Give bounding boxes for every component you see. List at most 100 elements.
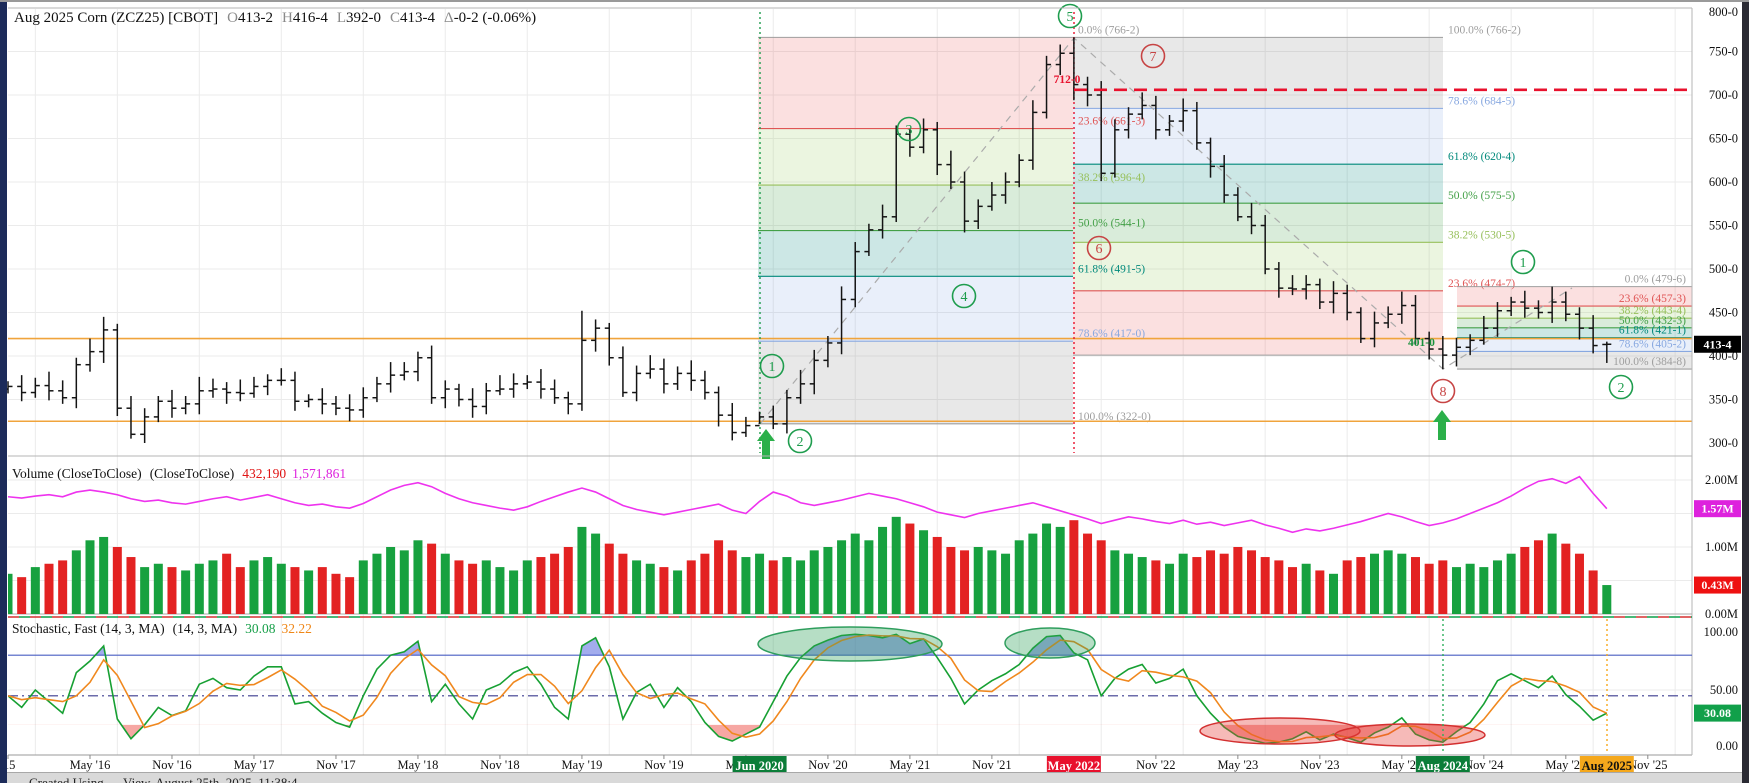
fib-level-label: 23.6% (474-7) bbox=[1448, 278, 1515, 290]
svg-text:2.00M: 2.00M bbox=[1705, 473, 1738, 487]
red-highlight-ellipse bbox=[1334, 723, 1486, 747]
elliott-wave-labels bbox=[759, 3, 1634, 454]
fib-level-label: 23.6% (457-3) bbox=[1619, 293, 1686, 305]
svg-text:0.43M: 0.43M bbox=[1701, 578, 1733, 592]
svg-text:Aug 2024: Aug 2024 bbox=[1418, 759, 1469, 773]
wave-number: 2 bbox=[1618, 381, 1625, 396]
svg-text:0.00: 0.00 bbox=[1716, 739, 1738, 753]
wave-number: 2 bbox=[797, 435, 804, 450]
open-interest-line bbox=[8, 475, 1608, 534]
low-label: L bbox=[336, 10, 347, 26]
time-axis-label: May '23 bbox=[1217, 758, 1258, 772]
green-highlight-ellipse bbox=[1004, 627, 1096, 659]
wave-number: 8 bbox=[1440, 385, 1447, 400]
time-axis-label: May '25 bbox=[1545, 758, 1586, 772]
fib-level-label: 50.0% (432-3) bbox=[1619, 315, 1686, 327]
buy-arrow-icon bbox=[1433, 410, 1451, 440]
svg-text:650-0: 650-0 bbox=[1709, 132, 1738, 146]
stochastic-d-value: 32.22 bbox=[281, 621, 312, 636]
wave-number: 5 bbox=[1067, 10, 1074, 25]
fib-level-label: 100.0% (322-0) bbox=[1078, 411, 1151, 423]
svg-text:0.00M: 0.00M bbox=[1705, 607, 1738, 621]
fib-set-2 bbox=[1073, 37, 1443, 356]
fib-level-label: 78.6% (417-0) bbox=[1078, 328, 1145, 340]
time-axis-label: Nov '19 bbox=[644, 758, 683, 772]
time-axis-tag bbox=[1579, 756, 1634, 775]
time-axis-label: May '16 bbox=[70, 758, 111, 772]
open-value: 413-2 bbox=[238, 10, 273, 26]
fib-set-3 bbox=[1457, 286, 1692, 370]
svg-text:450-0: 450-0 bbox=[1709, 306, 1738, 320]
wave-number: 4 bbox=[961, 290, 968, 305]
svg-text:550-0: 550-0 bbox=[1709, 219, 1738, 233]
svg-text:700-0: 700-0 bbox=[1709, 88, 1738, 102]
time-axis-label: Nov '25 bbox=[1628, 758, 1667, 772]
svg-text:May 2022: May 2022 bbox=[1048, 759, 1100, 773]
close-value: 413-4 bbox=[400, 10, 436, 26]
window-top-border bbox=[0, 0, 1749, 2]
fib-level-label: 38.2% (443-4) bbox=[1619, 305, 1686, 317]
fib-level-label: 100.0% (384-8) bbox=[1613, 356, 1686, 368]
fib-level-label: 50.0% (575-5) bbox=[1448, 190, 1515, 202]
high-value: 416-4 bbox=[292, 10, 328, 26]
wave-number: 6 bbox=[1096, 242, 1103, 257]
instrument-name: Aug 2025 Corn (ZCZ25) [CBOT] bbox=[14, 10, 219, 26]
volume-study-subtitle: (CloseToClose) bbox=[149, 466, 235, 481]
red-highlight-ellipse bbox=[1199, 717, 1361, 745]
stochastic-study-subtitle: (14, 3, MA) bbox=[172, 621, 238, 636]
status-bar: Created Using … View, August 25th, 2025,… bbox=[7, 772, 1742, 783]
time-axis-tag bbox=[1415, 756, 1470, 775]
volume-study-title: Volume (CloseToClose) bbox=[12, 466, 142, 481]
green-highlight-ellipse bbox=[757, 626, 943, 662]
fib-level-label: 61.8% (491-5) bbox=[1078, 263, 1145, 275]
fib-level-label: 0.0% (766-2) bbox=[1078, 24, 1139, 36]
fibonacci-retracements bbox=[758, 37, 1692, 424]
svg-text:50.00: 50.00 bbox=[1710, 683, 1738, 697]
open-interest-value: 1,571,861 bbox=[292, 466, 347, 481]
fib-level-label: 38.2% (530-5) bbox=[1448, 229, 1515, 241]
wave-number: 3 bbox=[906, 123, 913, 138]
wave-number: 1 bbox=[769, 360, 776, 375]
time-axis-label: May '21 bbox=[889, 758, 930, 772]
time-axis-tag bbox=[732, 756, 787, 775]
stochastic-pane-header: Stochastic, Fast (14, 3, MA) (14, 3, MA) 3… bbox=[12, 621, 312, 637]
open-label: O bbox=[227, 10, 238, 26]
time-axis-label: Nov '24 bbox=[1464, 758, 1504, 772]
window-left-border bbox=[0, 0, 7, 783]
time-axis-label: May '19 bbox=[562, 758, 603, 772]
wave-number: 7 bbox=[1150, 50, 1157, 65]
fib-level-label: 78.6% (684-5) bbox=[1448, 95, 1515, 107]
change-label: Δ bbox=[444, 10, 454, 26]
time-axis-label: Nov '21 bbox=[972, 758, 1011, 772]
time-axis-label: May '17 bbox=[234, 758, 275, 772]
change-value: -0-2 (-0.06%) bbox=[453, 10, 537, 26]
instrument-title: Aug 2025 Corn (ZCZ25) [CBOT] O413-2 H416-4… bbox=[14, 10, 536, 27]
fib-level-label: 78.6% (405-2) bbox=[1619, 338, 1686, 350]
low-value: 392-0 bbox=[346, 10, 382, 26]
svg-text:800-0: 800-0 bbox=[1709, 5, 1738, 19]
svg-text:1.00M: 1.00M bbox=[1705, 540, 1738, 554]
pivot-low-label: 401-0 bbox=[1408, 337, 1435, 349]
high-label: H bbox=[282, 10, 293, 26]
svg-text:1.57M: 1.57M bbox=[1701, 502, 1733, 516]
stochastic-study-title: Stochastic, Fast (14, 3, MA) bbox=[12, 621, 165, 636]
time-axis-label: Nov '17 bbox=[316, 758, 355, 772]
time-axis-label: Nov '23 bbox=[1300, 758, 1339, 772]
fib-level-label: 38.2% (596-4) bbox=[1078, 172, 1145, 184]
window-right-scrollbar[interactable] bbox=[1742, 0, 1749, 783]
svg-text:100.00: 100.00 bbox=[1704, 625, 1738, 639]
svg-text:500-0: 500-0 bbox=[1709, 262, 1738, 276]
volume-bars bbox=[8, 516, 1612, 614]
svg-text:350-0: 350-0 bbox=[1709, 393, 1738, 407]
stochastic-k-value: 30.08 bbox=[245, 621, 276, 636]
buy-arrow-icon bbox=[757, 429, 775, 459]
time-axis-label: Nov '20 bbox=[808, 758, 847, 772]
volume-pane-header: Volume (CloseToClose) (CloseToClose) 432,1… bbox=[12, 466, 346, 482]
svg-text:30.08: 30.08 bbox=[1704, 706, 1731, 720]
time-axis-tag bbox=[1046, 756, 1101, 775]
svg-text:750-0: 750-0 bbox=[1709, 45, 1738, 59]
fib-level-label: 61.8% (620-4) bbox=[1448, 151, 1515, 163]
fib-level-label: 0.0% (479-6) bbox=[1625, 274, 1686, 286]
